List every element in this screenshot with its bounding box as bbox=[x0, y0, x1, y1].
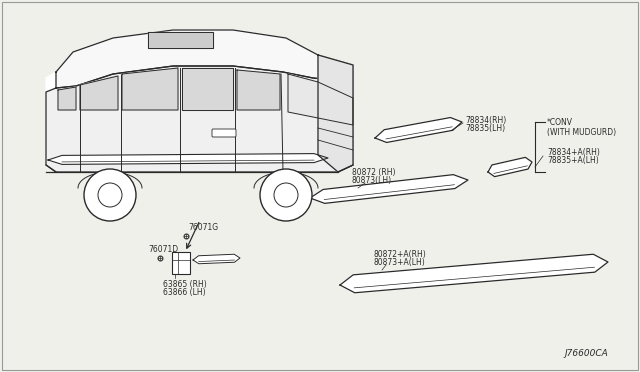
Text: 80872+A(RH): 80872+A(RH) bbox=[374, 250, 427, 259]
Polygon shape bbox=[58, 87, 76, 110]
Polygon shape bbox=[318, 55, 353, 172]
Text: 78835(LH): 78835(LH) bbox=[465, 124, 505, 132]
Polygon shape bbox=[237, 70, 280, 110]
Polygon shape bbox=[310, 174, 468, 203]
Polygon shape bbox=[182, 68, 233, 110]
Polygon shape bbox=[46, 30, 353, 172]
Polygon shape bbox=[148, 32, 213, 48]
Polygon shape bbox=[48, 154, 328, 164]
Text: 63865 (RH): 63865 (RH) bbox=[163, 279, 207, 289]
Polygon shape bbox=[122, 68, 178, 110]
Text: 78834+A(RH): 78834+A(RH) bbox=[547, 148, 600, 157]
Circle shape bbox=[84, 169, 136, 221]
Text: 80872 (RH): 80872 (RH) bbox=[352, 169, 396, 177]
Polygon shape bbox=[340, 254, 608, 293]
Polygon shape bbox=[375, 118, 462, 142]
Polygon shape bbox=[488, 157, 532, 177]
Polygon shape bbox=[46, 66, 353, 172]
Text: 76071D: 76071D bbox=[148, 246, 178, 254]
Polygon shape bbox=[80, 76, 118, 110]
Text: 78835+A(LH): 78835+A(LH) bbox=[547, 155, 599, 164]
Text: 80873(LH): 80873(LH) bbox=[352, 176, 392, 186]
Circle shape bbox=[260, 169, 312, 221]
Polygon shape bbox=[193, 254, 240, 264]
Text: 80873+A(LH): 80873+A(LH) bbox=[374, 257, 426, 266]
FancyBboxPatch shape bbox=[212, 129, 236, 137]
Polygon shape bbox=[56, 30, 353, 88]
Polygon shape bbox=[172, 252, 190, 274]
Polygon shape bbox=[288, 74, 353, 125]
Text: J76600CA: J76600CA bbox=[564, 349, 608, 358]
Text: *CONV
(WITH MUDGURD): *CONV (WITH MUDGURD) bbox=[547, 118, 616, 137]
Text: 78834(RH): 78834(RH) bbox=[465, 115, 506, 125]
Text: 63866 (LH): 63866 (LH) bbox=[163, 288, 205, 296]
Text: 76071G: 76071G bbox=[188, 224, 218, 232]
